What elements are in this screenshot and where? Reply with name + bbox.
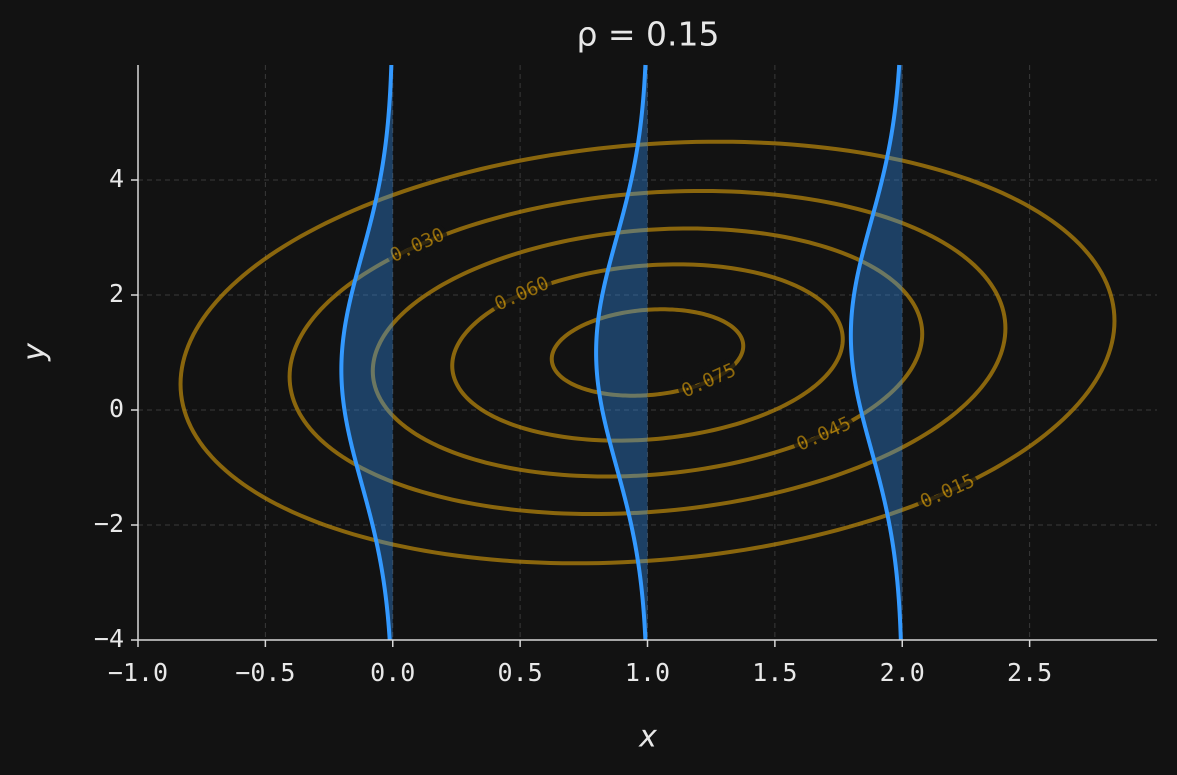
- contours: [178, 139, 1117, 566]
- contour-label: 0.030: [387, 224, 448, 267]
- x-tick-label: 1.5: [752, 658, 797, 687]
- contour-label: 0.045: [793, 412, 854, 455]
- contour-line: [370, 226, 925, 479]
- x-tick-label: 1.0: [625, 658, 670, 687]
- x-tick-label: −1.0: [108, 658, 168, 687]
- slice-density: [594, 64, 648, 641]
- contour-line: [287, 188, 1008, 517]
- chart-title: ρ = 0.15: [576, 15, 719, 54]
- slice-area: [850, 65, 903, 640]
- y-tick-label: −2: [94, 509, 124, 538]
- contour-line: [178, 139, 1117, 566]
- y-tick-label: 2: [109, 279, 124, 308]
- x-tick-label: 2.0: [880, 658, 925, 687]
- x-axis-label: x: [638, 720, 657, 755]
- contour-line: [549, 307, 746, 398]
- y-axis-label: y: [18, 342, 53, 362]
- contour-label: 0.075: [678, 359, 739, 402]
- contour-line: [450, 262, 845, 443]
- slice-area: [341, 65, 393, 640]
- x-tick-label: 0.5: [498, 658, 543, 687]
- slice-area: [596, 65, 648, 640]
- x-tick-label: 2.5: [1007, 658, 1052, 687]
- x-tick-label: 0.0: [370, 658, 415, 687]
- slice-density: [848, 64, 903, 641]
- x-tick-label: −0.5: [235, 658, 295, 687]
- y-tick-label: 0: [109, 394, 124, 423]
- contour-label: 0.060: [491, 272, 552, 315]
- contour-label: 0.015: [917, 470, 978, 513]
- y-tick-label: −4: [94, 624, 124, 653]
- slice-density: [339, 64, 394, 641]
- y-tick-label: 4: [109, 164, 124, 193]
